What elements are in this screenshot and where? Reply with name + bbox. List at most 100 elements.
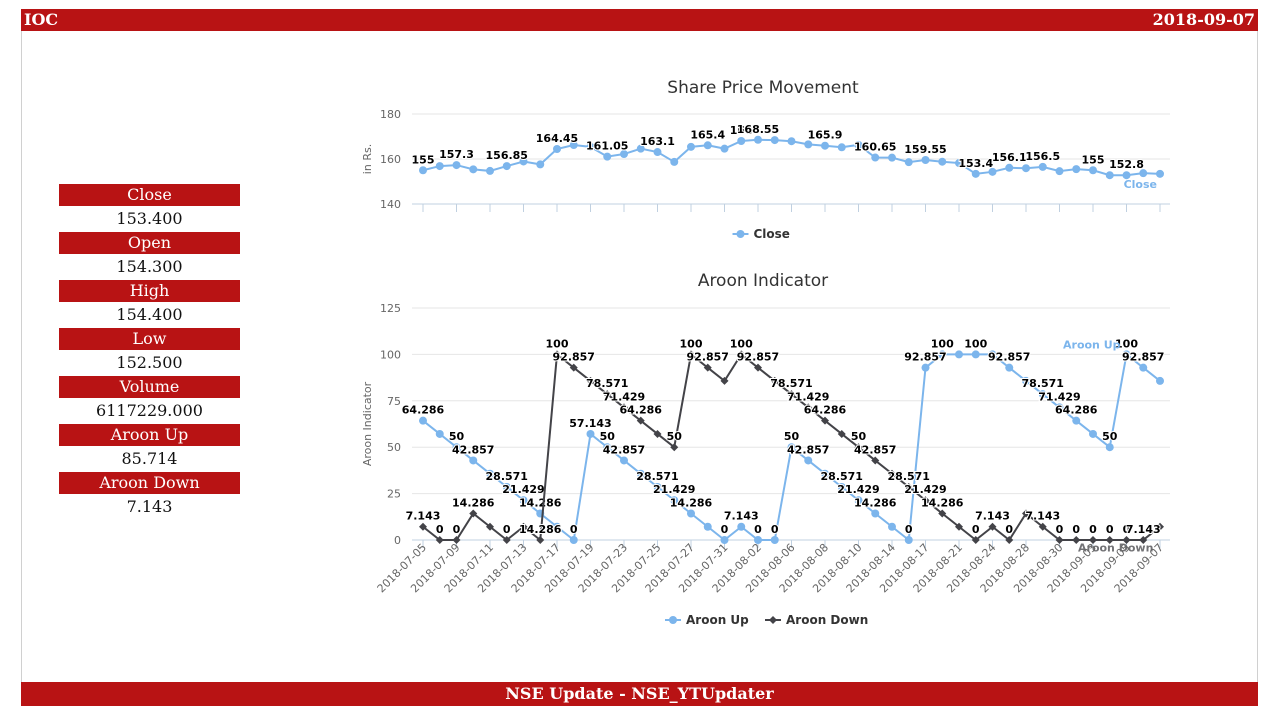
stat-label: Aroon Up xyxy=(59,424,240,446)
data-point xyxy=(770,376,779,385)
data-point xyxy=(687,509,695,518)
data-label: 50 xyxy=(1102,430,1118,443)
data-point xyxy=(1156,376,1164,385)
data-point xyxy=(1038,390,1047,399)
data-label: 92.857 xyxy=(904,351,946,364)
data-label: 42.857 xyxy=(452,443,494,456)
data-point xyxy=(553,522,561,531)
y-tick-label: 100 xyxy=(380,348,401,361)
data-label: 157.3 xyxy=(439,148,474,161)
footer-bar: NSE Update - NSE_YTUpdater xyxy=(21,682,1258,706)
data-label: 160.65 xyxy=(854,141,896,154)
data-point xyxy=(653,148,662,157)
data-point xyxy=(1156,169,1164,178)
page-frame xyxy=(21,9,1258,706)
data-point xyxy=(1122,536,1131,544)
data-point xyxy=(837,143,846,152)
data-point xyxy=(720,144,729,153)
data-point xyxy=(519,157,528,166)
data-point xyxy=(888,153,896,162)
legend-marker xyxy=(769,616,777,624)
data-point xyxy=(871,509,880,518)
data-point xyxy=(787,137,796,146)
data-point xyxy=(1122,171,1131,180)
data-point xyxy=(904,536,913,544)
data-label: 21.429 xyxy=(653,483,695,496)
stat-open: Open 154.300 xyxy=(59,232,240,280)
data-point xyxy=(703,522,712,531)
data-label: 100 xyxy=(730,337,753,350)
data-label: 42.857 xyxy=(787,443,829,456)
data-point xyxy=(636,469,645,478)
data-label: 0 xyxy=(570,523,578,536)
stat-label: Open xyxy=(59,232,240,254)
data-point xyxy=(536,160,545,169)
data-label: 64.286 xyxy=(620,404,663,417)
data-point xyxy=(1005,363,1014,372)
data-label: 0 xyxy=(503,523,511,536)
data-point xyxy=(1089,429,1097,438)
stat-value: 154.400 xyxy=(116,305,183,324)
data-point xyxy=(988,167,997,176)
data-label: 42.857 xyxy=(603,443,645,456)
data-point xyxy=(419,416,427,425)
data-point xyxy=(921,156,930,165)
stat-value: 85.714 xyxy=(121,449,178,468)
data-label: 163.1 xyxy=(640,135,675,148)
data-point xyxy=(687,350,695,359)
data-point xyxy=(586,376,595,385)
data-point xyxy=(687,142,695,151)
stat-value: 154.300 xyxy=(116,257,183,276)
data-point xyxy=(452,536,461,544)
data-point xyxy=(904,482,913,491)
data-point xyxy=(1005,536,1014,544)
data-label: 64.286 xyxy=(402,404,445,417)
data-point xyxy=(821,141,829,150)
data-point xyxy=(821,416,829,425)
data-label: 64.286 xyxy=(804,404,847,417)
data-point xyxy=(502,536,511,544)
data-label: 92.857 xyxy=(988,351,1030,364)
data-point xyxy=(452,161,461,170)
data-label: 100 xyxy=(546,337,569,350)
data-label: 155 xyxy=(1082,153,1105,166)
data-point xyxy=(938,509,947,518)
legend-label: Aroon Down xyxy=(786,613,868,627)
legend-marker xyxy=(736,230,745,238)
data-point xyxy=(1072,536,1081,544)
data-label: 100 xyxy=(964,337,987,350)
data-point xyxy=(988,350,997,359)
data-label: 14.286 xyxy=(670,496,713,509)
data-point xyxy=(1022,509,1030,518)
data-label: 7.143 xyxy=(406,510,441,523)
data-point xyxy=(1105,536,1114,544)
data-point xyxy=(854,496,863,505)
data-point xyxy=(1139,169,1148,178)
data-label: 28.571 xyxy=(636,470,678,483)
data-point xyxy=(1156,522,1164,531)
header-bar: IOC 2018-09-07 xyxy=(21,9,1258,31)
data-point xyxy=(720,536,729,544)
data-label: 92.857 xyxy=(1122,351,1164,364)
data-label: 7.143 xyxy=(1126,523,1161,536)
data-label: 161.05 xyxy=(586,140,628,153)
data-point xyxy=(419,166,427,175)
data-point xyxy=(754,363,762,372)
stat-label: Aroon Down xyxy=(59,472,240,494)
data-point xyxy=(787,390,796,399)
data-point xyxy=(888,469,896,478)
data-point xyxy=(1122,350,1131,359)
data-label: 0 xyxy=(1089,523,1097,536)
data-point xyxy=(1089,536,1097,544)
data-point xyxy=(921,496,930,505)
data-label: 0 xyxy=(1106,523,1114,536)
data-point xyxy=(653,482,662,491)
data-label: 168.55 xyxy=(737,123,779,136)
y-tick-label: 50 xyxy=(387,441,401,454)
data-point xyxy=(435,429,444,438)
data-label: 14.286 xyxy=(921,496,964,509)
data-point xyxy=(536,536,545,544)
data-point xyxy=(1055,403,1064,412)
legend-marker xyxy=(669,616,677,624)
y-axis-label: Aroon Indicator xyxy=(361,381,374,466)
